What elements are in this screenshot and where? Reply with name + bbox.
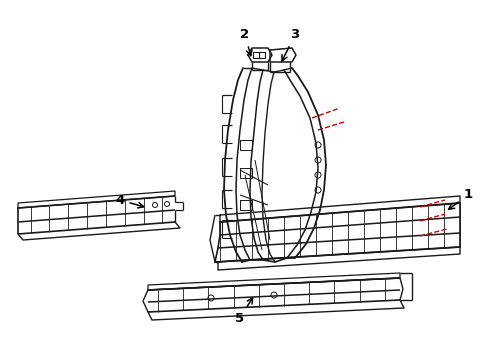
Text: 4: 4 — [115, 194, 143, 208]
Text: 3: 3 — [282, 28, 299, 61]
Text: 5: 5 — [235, 298, 252, 324]
Text: 1: 1 — [447, 189, 471, 209]
Text: 2: 2 — [240, 28, 251, 56]
